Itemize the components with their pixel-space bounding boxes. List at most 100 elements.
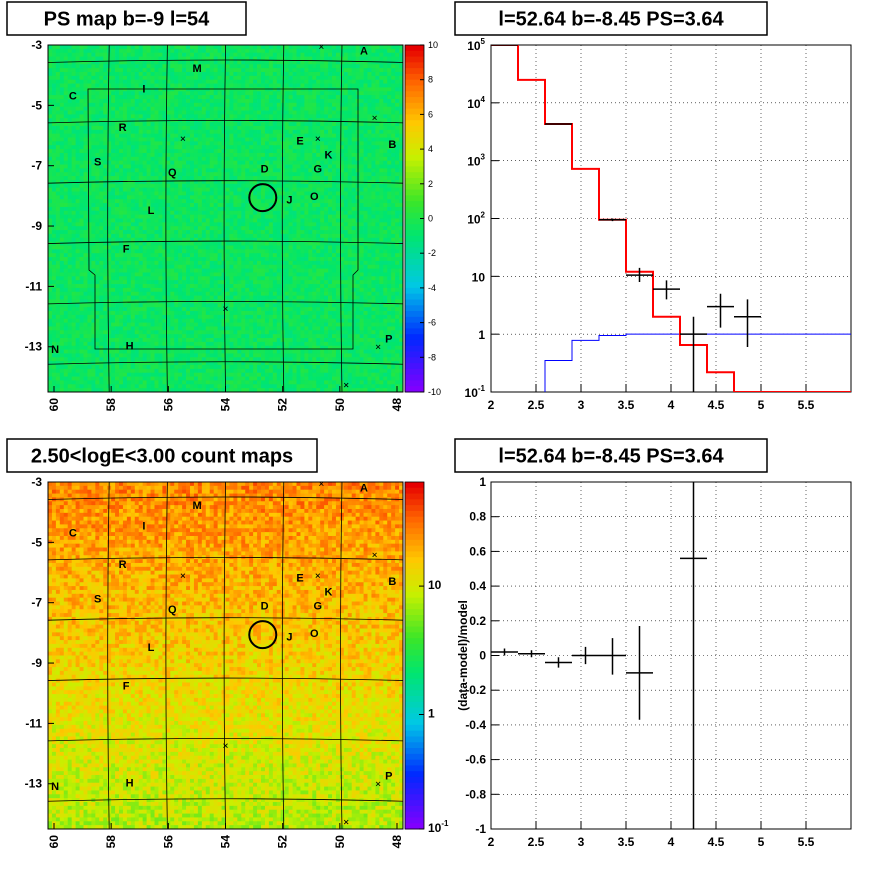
ps-map-colorbar-tick-label: -8: [428, 352, 436, 362]
ps-map-source-label-k: K: [324, 150, 332, 162]
count-map-source-label-k: K: [324, 587, 332, 599]
count-map-source-cross: [180, 573, 186, 578]
ps-map-colorbar-tick-label: -6: [428, 318, 436, 328]
spectrum-x-tick-label: 4: [668, 398, 675, 412]
count-map-title: 2.50<logE<3.00 count maps: [31, 446, 293, 468]
ps-map-source-label-s: S: [94, 157, 101, 169]
data-point: [734, 299, 761, 347]
ps-map-x-tick-label: 56: [161, 398, 175, 412]
count-map-y-tick-label: -3: [31, 475, 42, 489]
spectrum-x-tick-label: 3: [578, 398, 585, 412]
count-map-colorbar-frame: [404, 481, 425, 830]
ps-map-source-label-h: H: [126, 340, 134, 352]
residual-point: [491, 648, 518, 656]
count-map-title-box: [6, 438, 318, 473]
residual-x-tick-label: 5: [758, 835, 765, 849]
ps-map-x-tick-label: 58: [104, 398, 118, 412]
spectrum-y-tick-label: 102: [467, 211, 485, 227]
count-map-source-label-m: M: [193, 500, 202, 512]
count-map-source-cross: [372, 552, 377, 558]
count-map-source-label-n: N: [51, 781, 59, 793]
count-map-x-tick-label: 54: [219, 835, 233, 849]
data-point: [680, 316, 707, 392]
count-map-colorbar-tick-label: 10: [428, 578, 442, 592]
ps-map-y-tick-label: -9: [31, 219, 42, 233]
data-point: [599, 218, 626, 222]
residual-point: [545, 657, 572, 668]
count-map-y-tick-label: -13: [25, 777, 43, 791]
residual-point: [518, 650, 545, 658]
count-map-y-tick-label: -7: [31, 596, 42, 610]
count-map-source-label-f: F: [123, 680, 130, 692]
spectrum-y-tick-label: 10-1: [465, 384, 486, 400]
residual-x-tick-label: 5.5: [798, 835, 815, 849]
count-map-y-tick-label: -11: [25, 716, 42, 730]
ps-map-source-label-g: G: [314, 163, 323, 175]
count-map-x-tick-label: 50: [333, 835, 347, 849]
spectrum-y-tick-label: 104: [467, 95, 485, 111]
count-map-colorbar: [405, 482, 424, 830]
residual-x-tick-label: 4.5: [708, 835, 725, 849]
ps-map-source-label-q: Q: [168, 167, 177, 179]
count-map-x-tick-label: 52: [276, 835, 290, 849]
ps-map-source-cross: [343, 382, 349, 388]
ps-map-source-label-c: C: [69, 91, 77, 103]
spectrum-title-box: [454, 1, 768, 36]
ps-map-x-tick-label: 60: [47, 398, 61, 412]
spectrum-x-tick-label: 3.5: [618, 398, 635, 412]
ps-map-source-label-r: R: [119, 122, 127, 134]
spectrum-x-tick-label: 2.5: [528, 398, 545, 412]
count-map-heatmap: [48, 482, 404, 830]
count-map-source-label-g: G: [314, 600, 323, 612]
residual-y-tick-label: -1: [475, 822, 486, 836]
count-map-colorbar-tick-label: 10-1: [428, 819, 449, 835]
residual-y-tick-label: 0: [479, 649, 486, 663]
spectrum-y-tick-label: 1: [478, 328, 485, 342]
spectrum-x-tick-label: 5: [758, 398, 765, 412]
ps-map-x-tick-label: 52: [276, 398, 290, 412]
ps-map-x-tick-label: 54: [219, 398, 233, 412]
residual-x-tick-label: 2: [488, 835, 495, 849]
ps-map-source-label-d: D: [261, 163, 269, 175]
count-map-x-tick-label: 56: [161, 835, 175, 849]
ps-map-y-tick-label: -11: [25, 279, 42, 293]
count-map-source-label-j: J: [286, 632, 292, 644]
ps-map-source-cross: [372, 115, 377, 121]
residual-y-tick-label: -0.8: [465, 787, 486, 801]
data-point: [653, 280, 680, 300]
ps-map-source-cross: [180, 136, 186, 141]
count-map-y-tick-label: -9: [31, 656, 42, 670]
residual-y-tick-label: 0.8: [469, 510, 486, 524]
ps-map-source-label-p: P: [385, 333, 392, 345]
ps-map-source-label-l: L: [148, 205, 155, 217]
ps-map-title-box: [6, 1, 247, 36]
ps-map-source-label-f: F: [123, 243, 130, 255]
ps-map-target-circle: [248, 183, 278, 213]
residual-y-tick-label: 0.6: [469, 544, 486, 558]
ps-map-source-cross: [223, 306, 228, 312]
count-map-source-cross: [223, 743, 228, 749]
count-map-source-label-h: H: [126, 777, 134, 789]
data-point: [626, 267, 653, 282]
ps-map-colorbar-tick-label: -2: [428, 248, 436, 258]
ps-map-y-tick-label: -13: [25, 340, 43, 354]
ps-map-colorbar-tick-label: 2: [428, 179, 433, 189]
count-map-x-tick-label: 48: [390, 835, 404, 849]
count-map-source-label-a: A: [360, 482, 368, 494]
ps-map-colorbar: [405, 45, 424, 393]
ps-map-source-label-a: A: [360, 45, 368, 57]
residual-gridlines: [491, 481, 851, 830]
ps-map-title: PS map b=-9 l=54: [44, 9, 211, 31]
count-map-source-label-p: P: [385, 770, 392, 782]
count-map-source-label-r: R: [119, 559, 127, 571]
ps-map-source-label-m: M: [193, 63, 202, 75]
residual-y-tick-label: 0.2: [469, 614, 486, 628]
count-map-x-tick-label: 58: [104, 835, 118, 849]
count-map-colorbar-tick-label: 1: [428, 706, 435, 720]
ps-map-source-label-o: O: [310, 191, 319, 203]
ps-map-y-tick-label: -5: [31, 98, 42, 112]
count-map-source-label-l: L: [148, 642, 155, 654]
count-map-source-label-b: B: [388, 576, 396, 588]
ps-map-colorbar-tick-label: 4: [428, 144, 433, 154]
